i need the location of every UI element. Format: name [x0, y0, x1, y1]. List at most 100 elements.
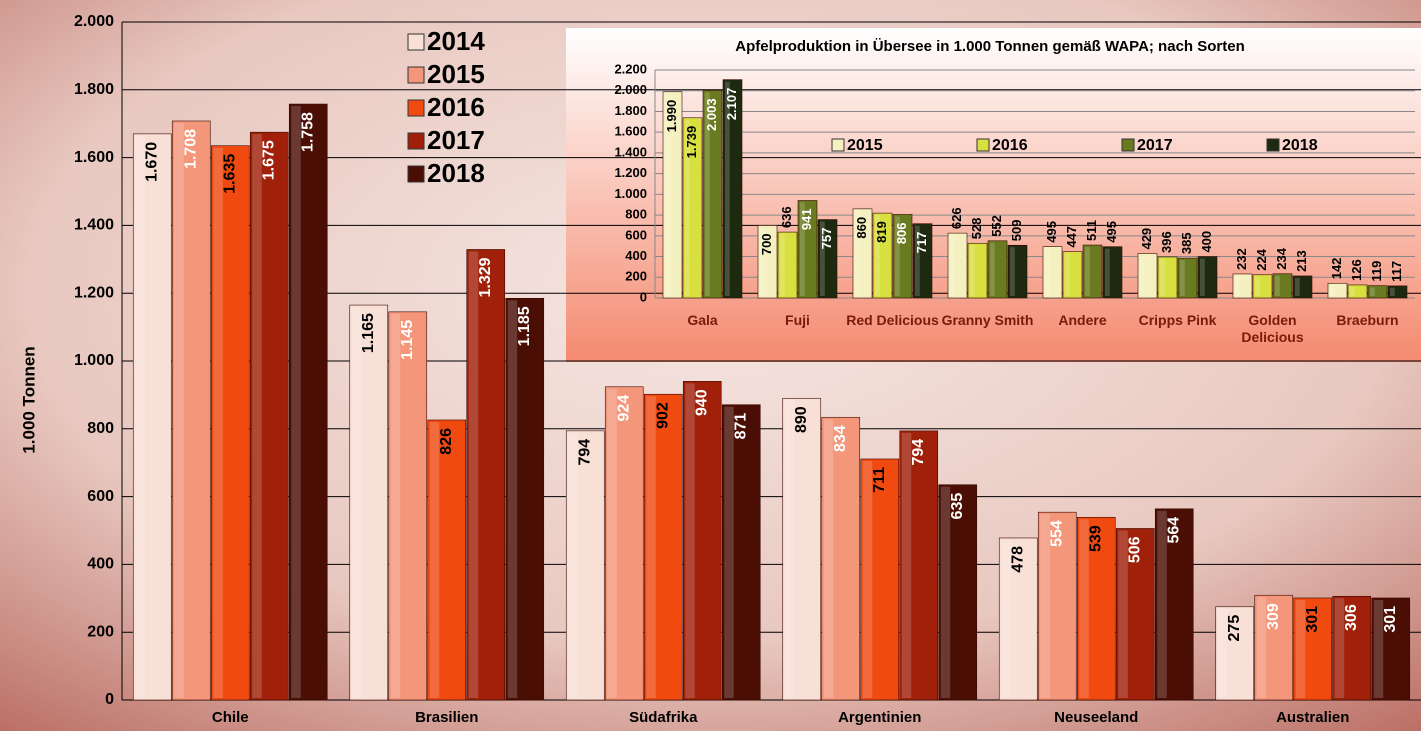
y-tick-label: 200 [87, 623, 114, 640]
value-label: 1.708 [182, 129, 199, 169]
y-tick-label: 1.800 [74, 81, 114, 98]
bar [1215, 606, 1255, 701]
bar [967, 242, 988, 299]
bar [662, 91, 683, 299]
legend-label: 2015 [427, 59, 485, 89]
bar [987, 240, 1008, 299]
y-tick-label: 1.000 [614, 186, 647, 201]
bar [938, 484, 978, 701]
bar [505, 297, 545, 701]
value-label: 447 [1064, 226, 1079, 248]
value-label: 1.758 [299, 112, 316, 152]
bar [797, 200, 818, 299]
bar-shine [940, 486, 951, 698]
x-tick-label: Fuji [785, 312, 810, 328]
legend-label: 2014 [427, 26, 485, 56]
value-label: 834 [832, 425, 849, 452]
value-label: 528 [969, 218, 984, 240]
value-label: 509 [1009, 220, 1024, 242]
y-tick-label: 800 [625, 207, 647, 222]
value-label: 224 [1254, 248, 1269, 270]
bar [1293, 597, 1333, 701]
value-label: 539 [1087, 525, 1104, 552]
x-tick-label: Gala [687, 312, 718, 328]
bar-shine [725, 81, 730, 296]
legend-swatch [407, 165, 425, 183]
bar [210, 145, 250, 701]
bar [249, 131, 289, 701]
bar-shine [1373, 599, 1384, 698]
value-label: 385 [1179, 232, 1194, 254]
bar-shine [780, 234, 785, 296]
y-axis-label: 1.000 Tonnen [19, 346, 38, 453]
y-tick-label: 2.000 [74, 13, 114, 30]
bar [1347, 284, 1368, 299]
bar-shine [1256, 597, 1267, 698]
value-label: 902 [654, 402, 671, 429]
bar [817, 219, 838, 299]
bar-shine [429, 421, 440, 698]
bar [1177, 257, 1198, 299]
y-tick-label: 1.600 [614, 124, 647, 139]
value-label: 1.990 [664, 100, 679, 133]
bar-shine [135, 135, 145, 698]
value-label: 506 [1126, 536, 1143, 563]
bar [777, 231, 798, 299]
bar [1367, 285, 1388, 299]
bar [1137, 253, 1158, 299]
bar-shine [950, 235, 955, 296]
value-label: 794 [910, 439, 927, 466]
bar [860, 458, 900, 701]
bar [912, 223, 933, 299]
bar-shine [291, 106, 301, 698]
value-label: 871 [732, 413, 749, 440]
bar [1076, 516, 1116, 701]
bar-shine [875, 215, 880, 296]
bar-shine [915, 225, 920, 296]
y-tick-label: 0 [105, 691, 114, 708]
value-label: 232 [1234, 248, 1249, 270]
bar-shine [1065, 253, 1070, 296]
value-label: 636 [779, 206, 794, 228]
y-tick-label: 400 [87, 556, 114, 573]
bar [1197, 256, 1218, 299]
y-tick-label: 1.200 [74, 284, 114, 301]
bar-shine [1105, 248, 1110, 296]
value-label: 1.185 [516, 306, 533, 346]
value-label: 396 [1159, 231, 1174, 253]
value-label: 552 [989, 215, 1004, 237]
value-label: 511 [1084, 220, 1099, 241]
bar [288, 103, 328, 701]
value-label: 940 [693, 389, 710, 416]
value-label: 142 [1329, 258, 1344, 280]
bar [1332, 595, 1372, 701]
y-tick-label: 600 [87, 488, 114, 505]
value-label: 826 [438, 428, 455, 455]
bar-shine [1330, 285, 1335, 296]
value-label: 234 [1274, 247, 1289, 269]
y-tick-label: 200 [625, 269, 647, 284]
bar-shine [784, 400, 795, 698]
bar-shine [390, 313, 401, 698]
x-tick-label: Andere [1058, 312, 1107, 328]
bar-shine [1010, 247, 1015, 296]
bar-shine [213, 147, 223, 699]
x-tick-label: Südafrika [629, 709, 698, 726]
bar-shine [1217, 608, 1228, 698]
inset-title: Apfelproduktion in Übersee in 1.000 Tonn… [735, 38, 1245, 55]
value-label: 626 [949, 207, 964, 229]
value-label: 806 [894, 222, 909, 244]
bar [1387, 285, 1408, 299]
x-tick-label: Argentinien [838, 709, 921, 726]
value-label: 554 [1048, 520, 1065, 547]
bar [565, 430, 605, 701]
x-tick-label: Golden Delicious [1241, 312, 1304, 345]
legend-swatch [407, 66, 425, 84]
legend-label: 2017 [1137, 137, 1173, 154]
y-tick-label: 1.800 [614, 103, 647, 118]
bar-shine [820, 221, 825, 296]
bar-shine [351, 307, 362, 698]
bar-shine [1295, 599, 1306, 698]
bar [1037, 511, 1077, 701]
